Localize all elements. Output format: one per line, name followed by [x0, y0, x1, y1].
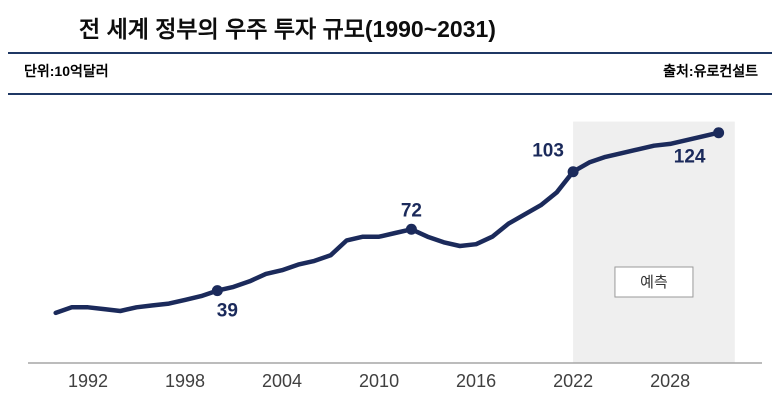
x-tick-label: 2016 [456, 371, 496, 391]
data-label-2022: 103 [532, 141, 564, 162]
data-label-2031: 124 [674, 147, 706, 168]
x-tick-label: 2004 [262, 371, 302, 391]
forecast-label: 예측 [640, 274, 668, 291]
line-chart: 1992 1998 2004 2010 2016 2022 2028 예측 39 72 103 124 [28, 121, 762, 391]
unit-label: 단위:10억달러 [24, 63, 109, 79]
meta-row: 단위:10억달러 출처:유로컨설트 [24, 61, 758, 81]
data-point-2012 [405, 223, 417, 235]
data-point-2022 [567, 166, 579, 178]
x-tick-label: 1998 [165, 371, 205, 391]
x-tick-label: 1992 [68, 371, 108, 391]
divider-bottom [8, 93, 772, 95]
chart-title: 전 세계 정부의 우주 투자 규모(1990~2031) [79, 16, 496, 42]
forecast-box [614, 266, 694, 298]
x-tick-label: 2022 [553, 371, 593, 391]
divider-top [8, 52, 772, 54]
data-point-2031 [713, 127, 725, 139]
x-tick-label: 2010 [359, 371, 399, 391]
data-label-2000: 39 [217, 301, 238, 322]
source-label: 출처:유로컨설트 [663, 63, 758, 79]
forecast-region [573, 121, 735, 363]
chart-line [53, 130, 721, 316]
x-tick-label: 2028 [650, 371, 690, 391]
data-label-2012: 72 [401, 200, 422, 221]
data-point-2000 [211, 285, 223, 297]
